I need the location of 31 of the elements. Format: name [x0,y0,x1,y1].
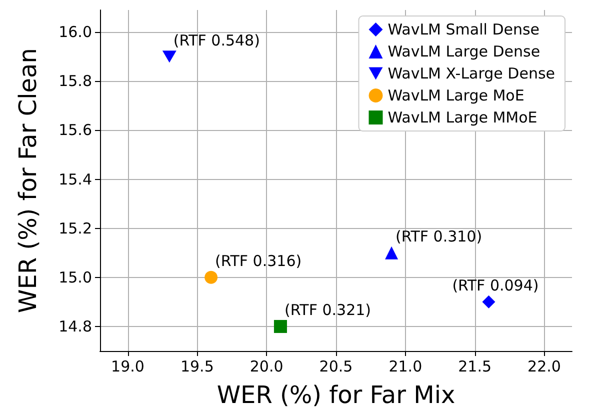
y-tick-label: 16.0 [58,23,92,42]
y-tick-label: 15.8 [58,72,92,90]
y-tick-label: 14.8 [58,317,92,336]
point [274,320,287,333]
annotation: (RTF 0.321) [284,300,372,319]
legend-label: WavLM Small Dense [388,20,540,38]
legend-label: WavLM X-Large Dense [388,64,555,82]
x-tick-label: 20.5 [319,358,353,376]
y-tick-label: 15.0 [58,268,92,286]
x-tick-label: 21.0 [388,358,422,376]
annotation: (RTF 0.310) [396,227,482,246]
x-tick-label: 19.5 [180,358,214,376]
x-tick-label: 20.0 [250,358,284,376]
x-tick-label: 21.5 [458,358,492,376]
point [162,50,176,63]
y-tick-label: 15.4 [58,170,92,188]
annotation: (RTF 0.548) [173,32,260,50]
annotation: (RTF 0.094) [452,276,539,294]
point [204,270,218,284]
y-tick-label: 15.2 [58,219,92,238]
legend-label: WavLM Large MMoE [388,108,538,126]
legend-label: WavLM Large Dense [388,42,540,60]
x-tick-label: 19.0 [111,358,144,376]
x-tick-label: 22.0 [528,358,561,376]
y-tick-label: 15.6 [58,121,92,140]
point [385,246,398,260]
legend-label: WavLM Large MoE [388,86,524,104]
x-axis-title: WER (%) for Far Mix [216,381,456,409]
y-axis-title: WER (%) for Far Clean [14,48,42,313]
annotation: (RTF 0.316) [215,252,302,270]
point [482,295,496,308]
